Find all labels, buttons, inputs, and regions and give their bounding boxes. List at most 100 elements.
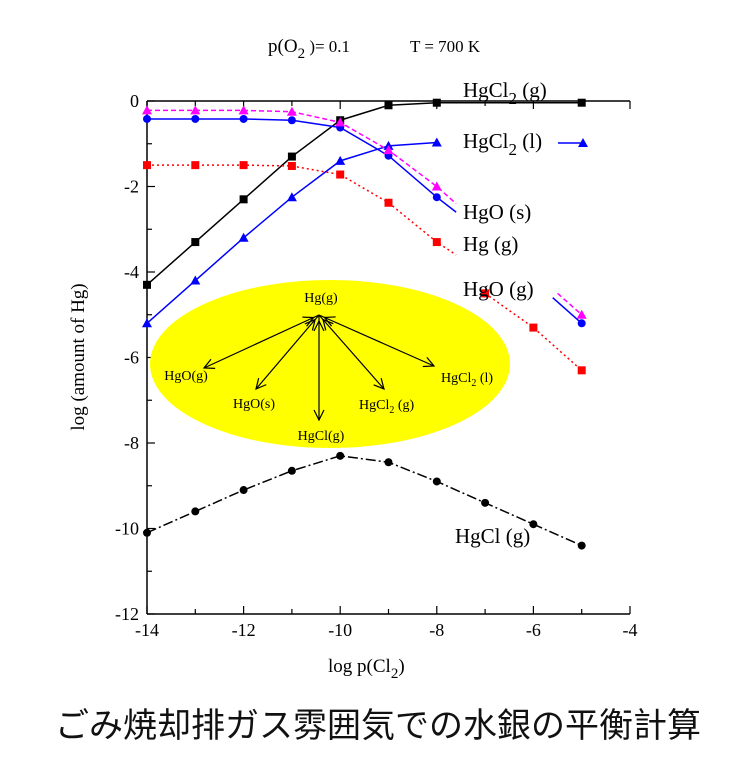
marker-hgg (481, 289, 490, 298)
inset-arrow-line (318, 314, 385, 390)
marker-hgg (239, 161, 248, 170)
reaction-inset: Hg(g) HgO(g) HgO(s) HgCl(g) HgCl2 (g) Hg… (150, 280, 510, 448)
marker-hgg (529, 323, 538, 332)
param-temperature: T = 700 K (410, 37, 481, 56)
inset-arrow-head (202, 358, 216, 369)
inset-arrow-head (313, 409, 325, 422)
marker-hgog (431, 181, 442, 191)
inset-arrow-tail (323, 316, 336, 327)
inset-arrow-tail (304, 318, 316, 331)
marker-hgcl2l (286, 192, 297, 202)
inset-hgo-s: HgO(s) (233, 397, 275, 412)
label-hgo-s: HgO (s) (463, 200, 531, 224)
x-tick-label: -4 (623, 620, 638, 640)
y-tick-label: -8 (124, 433, 139, 453)
chart: p(O2 )= 0.1 T = 700 K -14 -12 -10 -8 -6 -40-2… (68, 36, 638, 682)
inset-arrow-tail (322, 318, 334, 331)
marker-hgcl2g (239, 195, 248, 204)
marker-hgclg (239, 486, 248, 495)
inset-arrow-head (255, 378, 267, 391)
marker-hgg (143, 161, 151, 170)
label-hgcl-g: HgCl (g) (455, 524, 530, 548)
marker-hgclg (336, 451, 345, 460)
series-line-hgclg (146, 455, 583, 547)
series-line-hgg (147, 164, 457, 256)
label-hgcl2-g: HgCl2 (g) (463, 78, 547, 108)
marker-hgclg (432, 477, 441, 486)
marker-hgclg (191, 507, 200, 516)
marker-hgos (143, 114, 151, 123)
marker-hgg (432, 238, 441, 247)
marker-hgos (432, 193, 441, 202)
marker-hgog (286, 106, 297, 116)
inset-arrow-line (203, 314, 320, 369)
series-line-hgog (147, 109, 457, 205)
marker-hgog (576, 309, 587, 319)
marker-hgog (383, 145, 394, 155)
inset-arrow-head (422, 356, 436, 368)
marker-hgos (239, 114, 248, 123)
y-tick-label: -12 (115, 604, 139, 624)
marker-hgclg (287, 466, 296, 475)
marker-hgcl2g (287, 152, 296, 161)
marker-hgcl2g (191, 238, 200, 247)
x-tick-label: -6 (526, 620, 541, 640)
inset-hgcl-g: HgCl(g) (298, 429, 345, 444)
marker-hgcl2g (143, 280, 151, 289)
marker-hgog (142, 105, 152, 115)
y-tick-label: -4 (124, 262, 139, 282)
marker-hgog (335, 117, 346, 127)
marker-hgog (190, 105, 201, 115)
x-tick-label: -8 (429, 620, 444, 640)
inset-arrow-line (318, 314, 435, 367)
marker-hgg (384, 198, 393, 207)
y-tick-label: -6 (124, 348, 139, 368)
x-tick-label: -14 (135, 620, 159, 640)
inset-arrow-tail (302, 316, 315, 327)
inset-hg-g: Hg(g) (304, 291, 338, 306)
inset-arrows (202, 314, 436, 422)
series-line-hgos (552, 297, 583, 324)
marker-hgcl2g (384, 101, 393, 110)
marker-hgg (191, 161, 200, 170)
marker-hgcl2g (432, 98, 441, 107)
label-hgo-g: HgO (g) (463, 277, 534, 301)
y-axis-label: log (amount of Hg) (68, 283, 89, 430)
marker-hgclg (529, 520, 538, 529)
series-line-hgog (557, 292, 583, 316)
label-marker-hgcl2-l (578, 138, 588, 147)
inset-hgcl2-l: HgCl2 (l) (441, 371, 493, 389)
x-tick-label: -12 (232, 620, 256, 640)
marker-hgclg (577, 541, 586, 550)
inset-hgcl2-g: HgCl2 (g) (359, 398, 415, 416)
marker-hgcl2l (142, 318, 152, 328)
marker-hgos (191, 114, 200, 123)
y-tick-label: -2 (124, 177, 139, 197)
marker-hgclg (481, 498, 490, 507)
label-hgcl2-l: HgCl2 (l) (463, 129, 542, 159)
label-hg-g: Hg (g) (463, 232, 518, 256)
marker-hgcl2l (431, 137, 442, 147)
inset-ellipse (150, 280, 510, 448)
marker-hgcl2l (190, 275, 201, 285)
marker-hgclg (143, 528, 151, 537)
series-layer (142, 98, 588, 550)
y-tick-label: -10 (115, 519, 139, 539)
marker-hgcl2l (238, 232, 249, 242)
marker-hgclg (384, 458, 393, 467)
x-tick-label: -10 (328, 620, 352, 640)
marker-hgg (577, 366, 586, 375)
marker-hgg (287, 161, 296, 170)
y-tick-label: 0 (130, 91, 139, 111)
inset-arrow-tail (313, 319, 325, 332)
inset-hgo-g: HgO(g) (164, 369, 208, 384)
inset-arrow-line (255, 314, 320, 390)
marker-hgos (287, 116, 296, 125)
marker-hgos (577, 319, 586, 328)
figure-caption: ごみ焼却排ガス雰囲気での水銀の平衡計算 (55, 706, 701, 746)
marker-hgg (336, 170, 345, 179)
marker-hgcl2l (335, 155, 346, 165)
series-line-hgos (147, 118, 457, 213)
inset-arrow-head (373, 378, 385, 391)
param-po2: p(O2 )= 0.1 (268, 36, 350, 62)
